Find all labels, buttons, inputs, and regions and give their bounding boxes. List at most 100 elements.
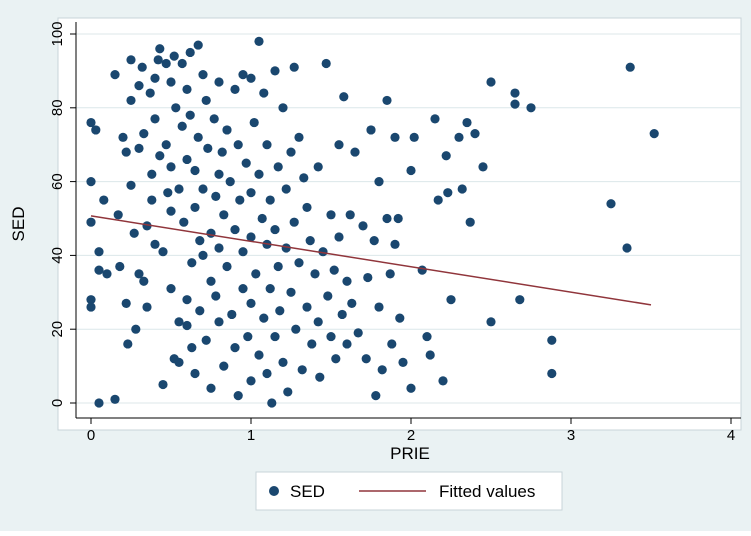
sed-point-84 xyxy=(211,291,221,301)
sed-point-17 xyxy=(123,339,133,349)
sed-point-30 xyxy=(142,221,152,231)
sed-point-80 xyxy=(206,276,216,286)
sed-point-183 xyxy=(387,339,397,349)
sed-point-192 xyxy=(417,265,427,275)
sed-point-26 xyxy=(137,62,147,72)
sed-point-163 xyxy=(337,309,347,320)
sed-point-14 xyxy=(118,132,128,142)
sed-point-19 xyxy=(126,95,136,106)
sed-point-23 xyxy=(134,81,144,91)
sed-point-127 xyxy=(270,224,280,235)
sed-point-118 xyxy=(259,88,269,98)
sed-point-137 xyxy=(286,147,296,157)
sed-point-37 xyxy=(153,55,163,65)
sed-point-216 xyxy=(622,243,632,253)
sed-point-210 xyxy=(510,99,520,109)
sed-point-58 xyxy=(182,84,192,94)
sed-point-73 xyxy=(198,69,208,80)
sed-point-117 xyxy=(257,213,267,224)
sed-point-197 xyxy=(438,376,448,386)
sed-point-170 xyxy=(353,328,363,338)
sed-point-66 xyxy=(190,165,200,176)
sed-point-106 xyxy=(243,331,253,342)
x-tick-label-4: 4 xyxy=(727,427,735,444)
sed-point-29 xyxy=(142,302,152,312)
sed-point-4 xyxy=(86,302,96,312)
sed-point-92 xyxy=(222,125,232,135)
sed-point-177 xyxy=(374,177,384,187)
sed-point-116 xyxy=(254,350,264,360)
legend: SED Fitted values xyxy=(255,471,563,511)
sed-point-185 xyxy=(390,239,400,249)
sed-point-87 xyxy=(214,243,224,253)
sed-point-72 xyxy=(195,306,205,316)
sed-point-195 xyxy=(430,114,440,124)
sed-point-61 xyxy=(182,320,192,331)
sed-point-31 xyxy=(145,88,155,98)
sed-point-62 xyxy=(185,47,195,58)
sed-point-96 xyxy=(230,84,240,94)
sed-point-113 xyxy=(251,269,261,279)
sed-point-64 xyxy=(187,258,197,268)
sed-point-107 xyxy=(246,73,256,83)
fitted-values-line xyxy=(90,215,652,306)
sed-point-136 xyxy=(283,387,293,397)
sed-point-99 xyxy=(233,140,243,150)
sed-point-174 xyxy=(366,125,376,135)
sed-point-213 xyxy=(547,335,557,345)
sed-point-78 xyxy=(203,143,213,153)
sed-point-154 xyxy=(318,247,328,257)
sed-point-212 xyxy=(526,103,536,113)
sed-point-124 xyxy=(265,284,275,294)
sed-point-10 xyxy=(110,394,120,404)
sed-point-159 xyxy=(329,265,339,275)
sed-point-6 xyxy=(94,247,104,257)
sed-point-201 xyxy=(454,132,464,142)
sed-point-49 xyxy=(169,51,179,61)
sed-point-176 xyxy=(371,391,381,401)
fitted-line-group xyxy=(90,215,652,306)
sed-point-39 xyxy=(155,151,165,161)
sed-point-54 xyxy=(174,357,184,368)
sed-point-148 xyxy=(305,236,315,246)
sed-point-215 xyxy=(606,199,616,209)
sed-point-53 xyxy=(174,317,184,327)
sed-point-11 xyxy=(110,69,120,80)
sed-point-203 xyxy=(462,117,472,128)
sed-point-108 xyxy=(246,188,256,198)
plot-area xyxy=(57,17,742,431)
sed-point-153 xyxy=(315,372,325,382)
sed-point-211 xyxy=(515,295,525,305)
sed-point-138 xyxy=(286,287,296,297)
sed-point-105 xyxy=(241,158,251,168)
sed-point-68 xyxy=(190,368,200,379)
sed-point-69 xyxy=(193,40,203,50)
sed-point-160 xyxy=(331,354,341,364)
sed-point-191 xyxy=(409,132,419,142)
sed-point-32 xyxy=(147,169,157,179)
sed-point-20 xyxy=(126,180,136,190)
sed-point-45 xyxy=(166,77,176,87)
sed-point-103 xyxy=(238,247,248,257)
sed-point-180 xyxy=(382,95,392,106)
sed-point-59 xyxy=(182,154,192,165)
scatter-points xyxy=(86,36,659,408)
sed-point-77 xyxy=(201,335,211,345)
sed-point-63 xyxy=(185,110,195,120)
sed-point-110 xyxy=(246,298,256,308)
sed-point-206 xyxy=(478,162,488,172)
sed-point-100 xyxy=(233,391,243,401)
sed-point-199 xyxy=(443,188,453,198)
sed-point-111 xyxy=(246,376,256,386)
sed-point-81 xyxy=(206,383,216,393)
sed-point-42 xyxy=(161,58,171,69)
y-ticks: 0 20 40 60 80 100 xyxy=(49,21,76,407)
sed-point-44 xyxy=(163,188,173,198)
sed-point-89 xyxy=(217,147,227,157)
sed-point-25 xyxy=(134,269,144,279)
legend-label-sed: SED xyxy=(290,482,325,501)
sed-point-24 xyxy=(134,143,144,153)
sed-point-172 xyxy=(361,354,371,364)
